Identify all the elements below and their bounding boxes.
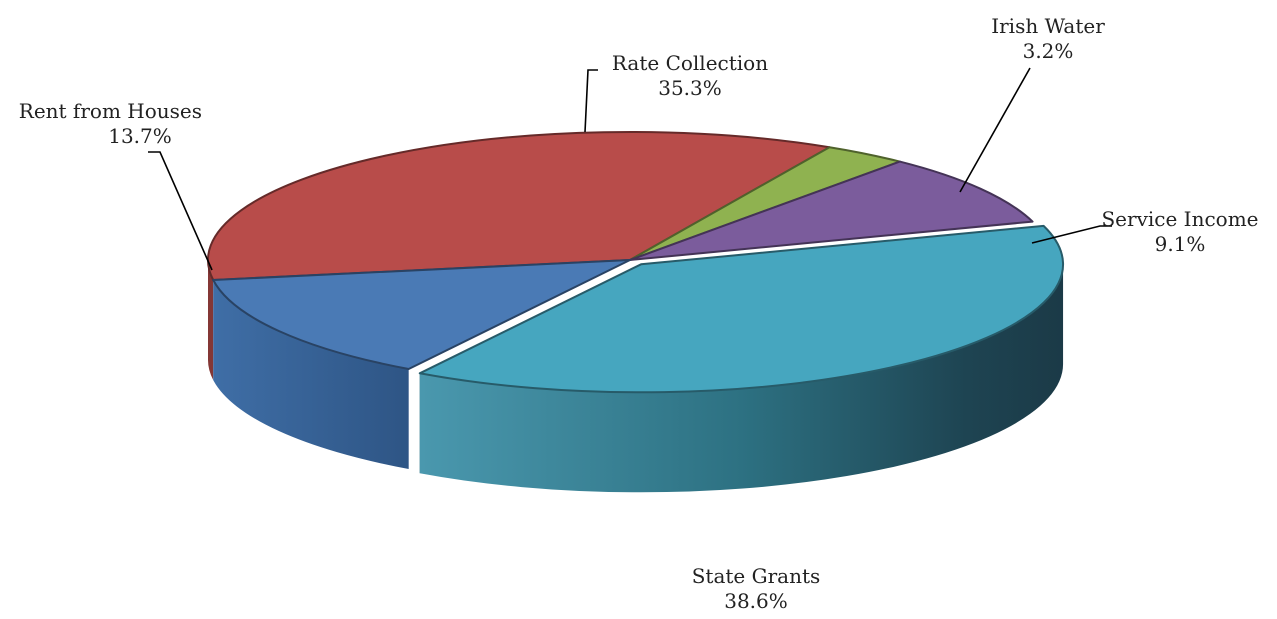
leader-line-irish-water xyxy=(959,67,1031,193)
pie-slice-state-grants xyxy=(418,224,1064,394)
pie-slice-rate-collection xyxy=(207,131,831,282)
leader-line-rate-collection xyxy=(584,69,598,133)
slice-label-state-grants: State Grants xyxy=(692,564,821,588)
slice-side-state-grants xyxy=(419,264,1064,493)
slice-side-rate-collection xyxy=(208,260,214,381)
pie-tops xyxy=(207,131,1064,394)
leader-line-service-income xyxy=(1031,225,1112,244)
leader-lines xyxy=(148,67,1112,271)
pie-slice-service-income xyxy=(629,160,1034,261)
slice-value-state-grants: 38.6% xyxy=(724,589,788,613)
slice-label-service-income: Service Income xyxy=(1101,207,1258,231)
slice-side-rent-from-houses xyxy=(213,280,409,469)
slice-value-service-income: 9.1% xyxy=(1155,232,1206,256)
slice-label-irish-water: Irish Water xyxy=(991,14,1105,38)
leader-line-rent-from-houses xyxy=(148,151,213,271)
slice-value-rent-from-houses: 13.7% xyxy=(108,124,172,148)
slice-value-irish-water: 3.2% xyxy=(1023,39,1074,63)
slice-label-rate-collection: Rate Collection xyxy=(612,51,768,75)
pie-slice-rent-from-houses xyxy=(212,259,631,370)
slice-value-rate-collection: 35.3% xyxy=(658,76,722,100)
slice-label-rent-from-houses: Rent from Houses xyxy=(19,99,202,123)
